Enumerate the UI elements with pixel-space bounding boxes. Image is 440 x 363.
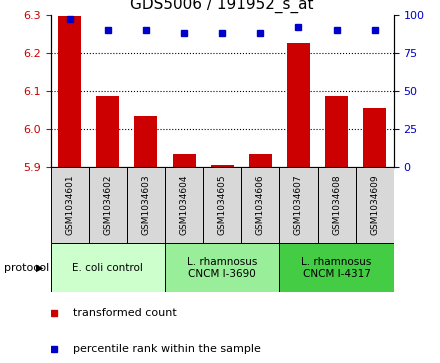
Bar — [211, 165, 234, 167]
Text: percentile rank within the sample: percentile rank within the sample — [73, 344, 261, 354]
Bar — [127, 167, 165, 243]
Bar — [241, 167, 279, 243]
Bar — [279, 243, 394, 292]
Text: L. rhamnosus
CNCM I-4317: L. rhamnosus CNCM I-4317 — [301, 257, 372, 278]
Text: GSM1034609: GSM1034609 — [370, 175, 379, 236]
Bar — [165, 167, 203, 243]
Bar — [249, 154, 272, 167]
Bar — [356, 167, 394, 243]
Text: GSM1034602: GSM1034602 — [103, 175, 112, 235]
Text: transformed count: transformed count — [73, 309, 176, 318]
Bar — [172, 154, 195, 167]
Text: L. rhamnosus
CNCM I-3690: L. rhamnosus CNCM I-3690 — [187, 257, 257, 278]
Bar — [89, 167, 127, 243]
Text: GSM1034603: GSM1034603 — [141, 175, 150, 236]
Text: GSM1034607: GSM1034607 — [294, 175, 303, 236]
Bar — [318, 167, 356, 243]
Bar — [58, 16, 81, 167]
Text: GSM1034606: GSM1034606 — [256, 175, 265, 236]
Bar — [96, 97, 119, 167]
Text: GSM1034604: GSM1034604 — [180, 175, 189, 235]
Bar — [135, 115, 158, 167]
Text: GSM1034601: GSM1034601 — [65, 175, 74, 236]
Bar — [165, 243, 279, 292]
Bar — [51, 167, 89, 243]
Bar — [203, 167, 241, 243]
Text: protocol: protocol — [4, 263, 50, 273]
Text: GSM1034608: GSM1034608 — [332, 175, 341, 236]
Text: ▶: ▶ — [36, 263, 44, 273]
Bar — [325, 97, 348, 167]
Bar — [287, 43, 310, 167]
Bar — [51, 243, 165, 292]
Text: GSM1034605: GSM1034605 — [218, 175, 227, 236]
Title: GDS5006 / 191952_s_at: GDS5006 / 191952_s_at — [130, 0, 314, 13]
Bar — [363, 108, 386, 167]
Text: E. coli control: E. coli control — [72, 263, 143, 273]
Bar — [279, 167, 318, 243]
